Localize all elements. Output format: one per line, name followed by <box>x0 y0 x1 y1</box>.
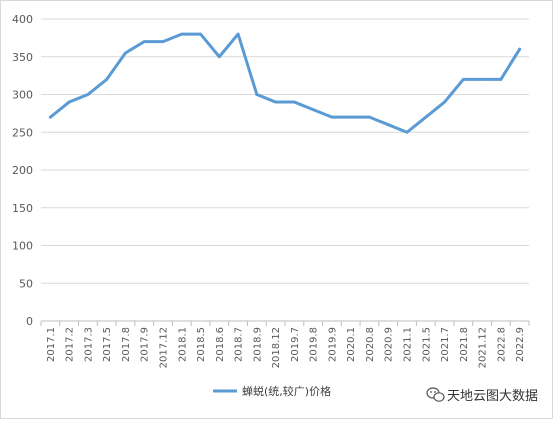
watermark-text: 天地云图大数据 <box>447 389 538 404</box>
wechat-icon <box>426 387 445 402</box>
x-tick-label: 2021.1 <box>403 327 414 362</box>
x-axis: 2017.1 2017.2 2017.3 2017.5 2017.8 2017.9 2017… <box>40 321 530 368</box>
x-tick-label: 2018.9 <box>252 327 263 362</box>
x-tick-label: 2021.7 <box>440 327 451 362</box>
y-tick-label: 200 <box>12 164 33 177</box>
x-tick-label: 2018.7 <box>234 327 245 362</box>
data-point <box>142 40 146 44</box>
x-tick-label: 2017.9 <box>140 327 151 362</box>
series-group <box>48 32 522 134</box>
data-point <box>48 115 52 119</box>
x-tick-label: 2020.8 <box>365 327 376 362</box>
data-point <box>161 40 165 44</box>
data-point <box>86 93 90 96</box>
x-tick-label: 2021.5 <box>421 327 432 362</box>
series-line <box>48 32 522 134</box>
data-point <box>405 130 409 134</box>
x-tick-label: 2017.1 <box>46 327 57 362</box>
data-point <box>274 100 278 104</box>
legend-label: 蝉蜕(统,较广)价格 <box>242 384 331 398</box>
data-point <box>518 47 522 51</box>
data-point <box>499 78 503 81</box>
x-tick-label: 2018.5 <box>196 327 207 362</box>
x-tick-label: 2017.5 <box>102 327 113 362</box>
y-tick-label: 0 <box>26 315 33 328</box>
y-tick-label: 400 <box>12 13 33 26</box>
data-point <box>443 100 446 104</box>
x-tick-label: 2018.6 <box>215 327 226 362</box>
data-point <box>330 115 334 119</box>
x-tick-label: 2020.9 <box>384 327 395 362</box>
data-point <box>255 93 259 96</box>
data-point <box>180 32 184 36</box>
y-tick-label: 50 <box>19 277 33 290</box>
x-tick-label: 2018.12 <box>271 327 282 368</box>
data-point <box>349 115 353 119</box>
x-tick-label: 2020.1 <box>346 327 357 362</box>
data-point <box>217 55 221 59</box>
x-tick-label: 2019.7 <box>290 327 301 362</box>
data-point <box>124 51 127 55</box>
data-point <box>236 32 240 36</box>
x-tick-label: 2021.12 <box>478 327 489 368</box>
x-tick-label: 2022.8 <box>496 327 507 362</box>
gridlines <box>41 18 529 322</box>
data-point <box>292 100 296 104</box>
y-tick-label: 350 <box>12 51 33 64</box>
data-point <box>199 32 202 36</box>
x-tick-label: 2017.2 <box>65 327 76 362</box>
watermark: 天地云图大数据 <box>426 387 538 404</box>
data-point <box>311 108 315 111</box>
y-tick-label: 250 <box>12 126 33 139</box>
y-tick-label: 150 <box>12 202 33 215</box>
legend: 蝉蜕(统,较广)价格 <box>213 384 331 398</box>
data-point <box>105 78 109 81</box>
x-tick-label: 2017.8 <box>121 327 132 362</box>
y-tick-label: 300 <box>12 89 33 102</box>
x-tick-label: 2019.9 <box>327 327 338 362</box>
data-point <box>67 100 71 104</box>
data-point <box>480 78 484 81</box>
data-point <box>461 78 465 81</box>
data-point <box>424 115 428 119</box>
x-tick-label: 2018.1 <box>177 327 188 362</box>
x-tick-label: 2022.9 <box>515 327 526 362</box>
x-tick-label: 2017.3 <box>83 327 94 362</box>
x-tick-label: 2019.8 <box>309 327 320 362</box>
y-axis: 0 50 100 150 200 250 300 350 400 <box>12 13 33 328</box>
data-point <box>368 115 371 119</box>
y-tick-label: 100 <box>12 240 33 253</box>
data-point <box>386 123 390 127</box>
x-tick-label: 2021.8 <box>459 327 470 362</box>
x-tick-label: 2017.12 <box>159 327 170 368</box>
